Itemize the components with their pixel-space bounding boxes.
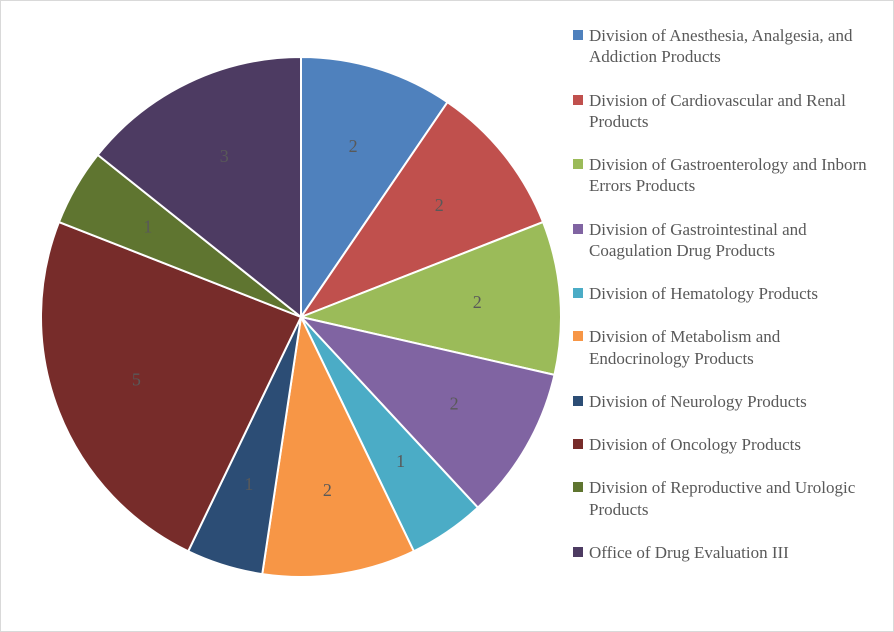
legend-swatch (573, 331, 583, 341)
legend-item: Office of Drug Evaluation III (573, 542, 873, 563)
legend-label: Division of Reproductive and Urologic Pr… (589, 477, 873, 520)
legend-swatch (573, 547, 583, 557)
legend-label: Division of Neurology Products (589, 391, 873, 412)
legend-swatch (573, 30, 583, 40)
slice-value-label: 2 (323, 480, 332, 500)
legend-item: Division of Neurology Products (573, 391, 873, 412)
legend-label: Division of Anesthesia, Analgesia, and A… (589, 25, 873, 68)
legend-swatch (573, 224, 583, 234)
slice-value-label: 2 (450, 394, 459, 414)
slice-value-label: 5 (132, 370, 141, 390)
pie-chart: 2 2 2 2 1 2 1 5 1 3 (21, 21, 561, 613)
chart-frame: 2 2 2 2 1 2 1 5 1 3 Division of Anesthesia, Analg… (0, 0, 894, 632)
legend-item: Division of Hematology Products (573, 283, 873, 304)
legend-item: Division of Gastroenterology and Inborn … (573, 154, 873, 197)
legend-swatch (573, 95, 583, 105)
pie-svg: 2 2 2 2 1 2 1 5 1 3 (21, 21, 561, 613)
legend-label: Division of Gastroenterology and Inborn … (589, 154, 873, 197)
legend-label: Office of Drug Evaluation III (589, 542, 873, 563)
slice-value-label: 1 (396, 451, 405, 471)
slice-value-label: 2 (473, 292, 482, 312)
legend-item: Division of Reproductive and Urologic Pr… (573, 477, 873, 520)
legend: Division of Anesthesia, Analgesia, and A… (573, 25, 873, 585)
legend-item: Division of Metabolism and Endocrinology… (573, 326, 873, 369)
slice-value-label: 2 (349, 136, 358, 156)
legend-label: Division of Metabolism and Endocrinology… (589, 326, 873, 369)
legend-label: Division of Gastrointestinal and Coagula… (589, 219, 873, 262)
legend-item: Division of Gastrointestinal and Coagula… (573, 219, 873, 262)
legend-swatch (573, 482, 583, 492)
slice-value-label: 3 (220, 146, 229, 166)
legend-swatch (573, 439, 583, 449)
legend-item: Division of Oncology Products (573, 434, 873, 455)
legend-label: Division of Hematology Products (589, 283, 873, 304)
legend-item: Division of Cardiovascular and Renal Pro… (573, 90, 873, 133)
legend-swatch (573, 159, 583, 169)
legend-label: Division of Oncology Products (589, 434, 873, 455)
slice-value-label: 1 (143, 217, 152, 237)
legend-label: Division of Cardiovascular and Renal Pro… (589, 90, 873, 133)
slice-value-label: 1 (244, 474, 253, 494)
legend-swatch (573, 288, 583, 298)
slice-value-label: 2 (435, 195, 444, 215)
legend-swatch (573, 396, 583, 406)
legend-item: Division of Anesthesia, Analgesia, and A… (573, 25, 873, 68)
